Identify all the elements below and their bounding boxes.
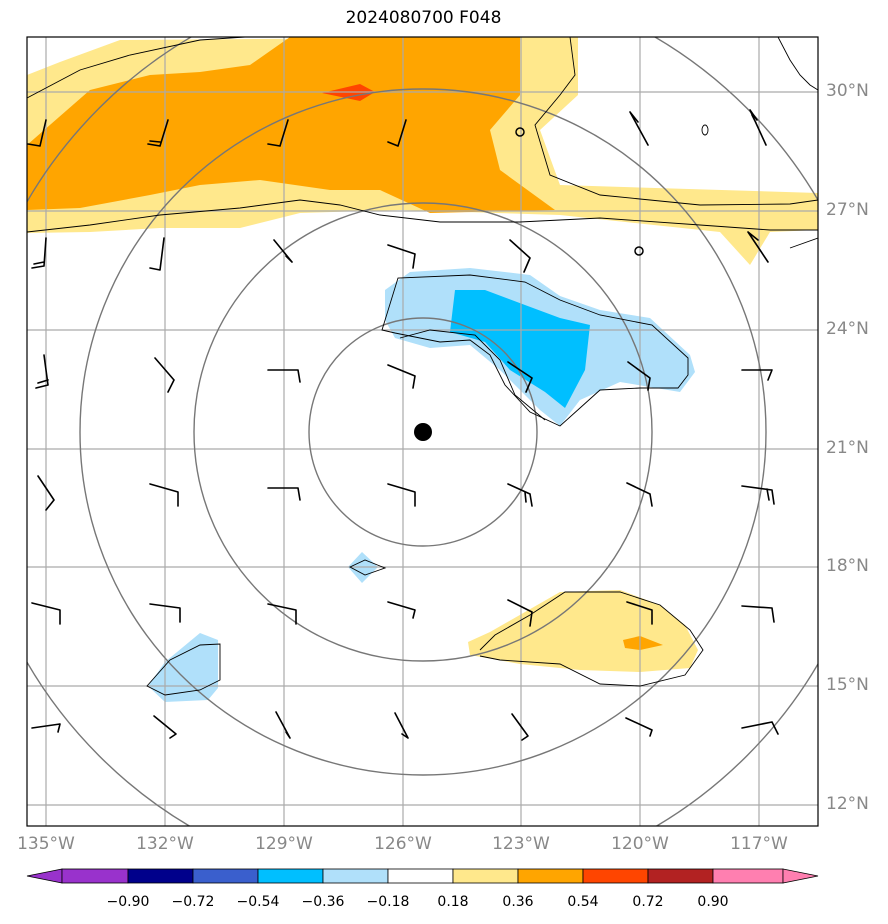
wind-barb [387, 601, 416, 619]
lon-label: 123°W [492, 834, 550, 854]
range-rings [27, 37, 818, 826]
orange-spot-south [623, 636, 663, 650]
lon-label: 120°W [611, 834, 669, 854]
wind-barb [626, 482, 653, 507]
lat-label: 15°N [826, 675, 869, 695]
wind-barb [387, 244, 416, 269]
wind-barb [509, 239, 531, 273]
colorbar-bin [322, 868, 389, 884]
wind-barb [31, 723, 61, 733]
chart-title: 2024080700 F048 [345, 8, 502, 28]
wind-barb [267, 487, 301, 501]
wind-barbs [27, 109, 779, 741]
shaded-fields [27, 37, 818, 702]
colorbar-tick-label: −0.90 [106, 894, 150, 910]
wind-barb [37, 475, 55, 511]
lat-label: 21°N [826, 438, 869, 458]
colorbar [26, 868, 819, 884]
lon-label: 132°W [136, 834, 194, 854]
colorbar-tick-label: −0.36 [301, 894, 345, 910]
wind-barb [625, 717, 653, 737]
wind-barb [153, 715, 177, 739]
wind-barb [741, 485, 775, 505]
wind-barb [507, 483, 533, 507]
wind-barb [27, 119, 47, 147]
wind-barb [267, 119, 289, 147]
wind-barb [749, 109, 767, 146]
colorbar-tick-label: 0.36 [502, 894, 534, 910]
wind-barb [394, 712, 409, 739]
plot-frame [26, 36, 819, 827]
colorbar-bin [517, 868, 584, 884]
wind-barb [507, 599, 533, 627]
colorbar-tick-label: −0.18 [366, 894, 410, 910]
colorbar-bin [387, 868, 454, 884]
colorbar-bin [257, 868, 324, 884]
lon-label: 117°W [730, 834, 788, 854]
wind-barb [31, 237, 47, 269]
colorbar-bin [582, 868, 649, 884]
wind-barb [149, 483, 179, 507]
orange-field-north [27, 37, 555, 213]
colorbar-bin [712, 868, 784, 884]
colorbar-tick-label: 0.72 [632, 894, 664, 910]
wind-barb [747, 231, 769, 263]
wind-barb [627, 361, 651, 391]
colorbar-bin [127, 868, 194, 884]
wind-barb [741, 721, 779, 735]
lat-label: 12°N [826, 794, 869, 814]
wind-barb [275, 711, 291, 739]
wind-barb [273, 239, 293, 263]
deep-blue-field-east [450, 290, 590, 408]
colorbar-under [26, 868, 63, 884]
colorbar-bin [192, 868, 259, 884]
lon-label: 135°W [17, 834, 75, 854]
lat-label: 24°N [826, 319, 869, 339]
wind-barb [149, 237, 165, 271]
wind-barb [507, 361, 533, 393]
storm-center-marker [414, 423, 432, 441]
wind-barb [35, 354, 49, 389]
wind-barb [154, 357, 175, 393]
lat-label: 30°N [826, 81, 869, 101]
colorbar-tick-label: −0.72 [171, 894, 215, 910]
colorbar-tick-label: 0.54 [567, 894, 599, 910]
contour-lines [27, 37, 818, 696]
colorbar-tick-label: −0.54 [236, 894, 280, 910]
wind-barb [387, 483, 416, 507]
wind-barb [267, 369, 301, 383]
colorbar-tick-label: 0.18 [437, 894, 469, 910]
wind-barb [741, 605, 775, 623]
calm-marker [634, 246, 644, 256]
colorbar-tick-label: 0.90 [697, 894, 729, 910]
wind-barb [741, 369, 773, 381]
lon-label: 129°W [255, 834, 313, 854]
wind-barb [267, 603, 297, 625]
colorbar-bin [647, 868, 714, 884]
wind-barb [387, 364, 416, 389]
colorbar-bin [452, 868, 519, 884]
colorbar-over [782, 868, 819, 884]
wind-barb [149, 603, 181, 623]
wind-barb [387, 119, 407, 147]
wind-barb [626, 601, 653, 625]
lat-label: 27°N [826, 200, 869, 220]
wind-barb [147, 119, 169, 147]
lon-label: 126°W [374, 834, 432, 854]
lat-label: 18°N [826, 556, 869, 576]
calm-marker [515, 127, 525, 137]
wind-barb [511, 713, 529, 741]
calm-markers [515, 127, 644, 256]
colorbar-bin [61, 868, 129, 884]
wind-barb [31, 602, 61, 625]
wind-barb [629, 111, 649, 146]
